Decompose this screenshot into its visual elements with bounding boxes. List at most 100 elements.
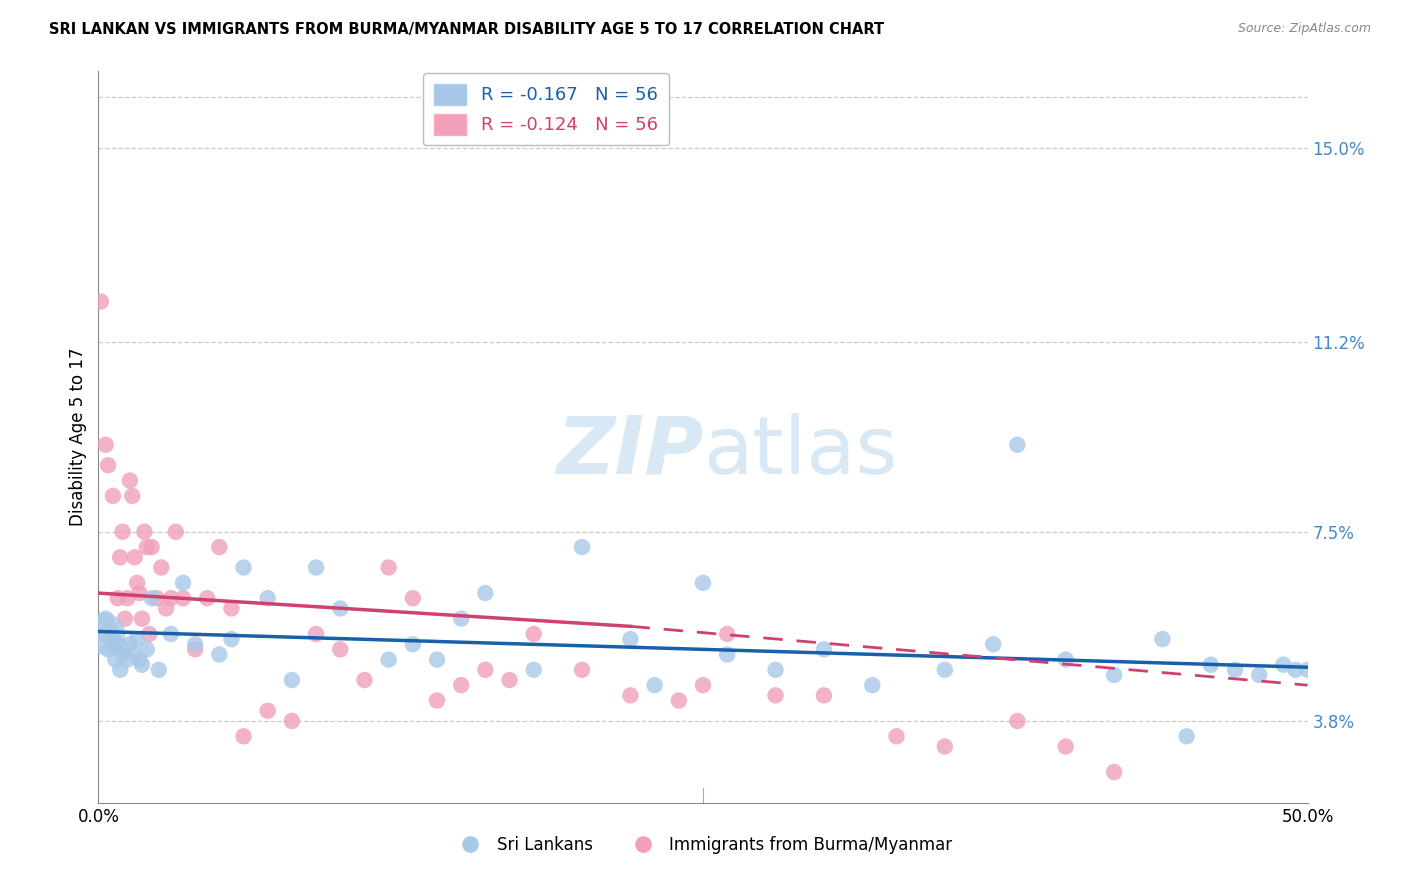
- Point: [107, 637, 129, 651]
- Point: [426, 693, 449, 707]
- Point: [1054, 652, 1077, 666]
- Point: [813, 689, 835, 703]
- Point: [329, 642, 352, 657]
- Point: [329, 601, 352, 615]
- Point: [141, 540, 163, 554]
- Y-axis label: Disability Age 5 to 17: Disability Age 5 to 17: [69, 348, 87, 526]
- Point: [97, 642, 120, 657]
- Point: [208, 540, 231, 554]
- Text: SRI LANKAN VS IMMIGRANTS FROM BURMA/MYANMAR DISABILITY AGE 5 TO 17 CORRELATION C: SRI LANKAN VS IMMIGRANTS FROM BURMA/MYAN…: [49, 22, 884, 37]
- Point: [1054, 739, 1077, 754]
- Point: [981, 637, 1004, 651]
- Point: [165, 524, 187, 539]
- Point: [101, 489, 124, 503]
- Point: [450, 678, 472, 692]
- Point: [813, 642, 835, 657]
- Point: [141, 591, 163, 606]
- Point: [91, 627, 114, 641]
- Point: [117, 652, 139, 666]
- Text: atlas: atlas: [703, 413, 897, 491]
- Point: [118, 637, 141, 651]
- Point: [93, 627, 115, 641]
- Point: [1152, 632, 1174, 647]
- Point: [1223, 663, 1246, 677]
- Point: [474, 663, 496, 677]
- Point: [426, 652, 449, 666]
- Point: [716, 627, 738, 641]
- Point: [195, 591, 218, 606]
- Point: [97, 458, 120, 473]
- Point: [571, 540, 593, 554]
- Point: [1249, 668, 1271, 682]
- Point: [886, 729, 908, 743]
- Point: [104, 652, 127, 666]
- Point: [160, 591, 183, 606]
- Point: [172, 591, 194, 606]
- Point: [1007, 714, 1029, 728]
- Point: [377, 652, 399, 666]
- Point: [353, 673, 375, 687]
- Point: [114, 642, 136, 657]
- Point: [100, 622, 122, 636]
- Point: [523, 627, 546, 641]
- Point: [1007, 438, 1029, 452]
- Point: [107, 591, 129, 606]
- Point: [208, 648, 231, 662]
- Point: [118, 474, 141, 488]
- Point: [668, 693, 690, 707]
- Point: [1296, 663, 1319, 677]
- Point: [644, 678, 666, 692]
- Point: [108, 550, 131, 565]
- Point: [450, 612, 472, 626]
- Point: [108, 663, 131, 677]
- Point: [128, 652, 150, 666]
- Point: [1284, 663, 1306, 677]
- Point: [127, 632, 149, 647]
- Point: [523, 663, 546, 677]
- Point: [256, 591, 278, 606]
- Point: [128, 586, 150, 600]
- Legend: Sri Lankans, Immigrants from Burma/Myanmar: Sri Lankans, Immigrants from Burma/Myanm…: [447, 829, 959, 860]
- Point: [101, 632, 124, 647]
- Point: [281, 673, 304, 687]
- Point: [138, 627, 160, 641]
- Point: [124, 648, 146, 662]
- Point: [692, 678, 714, 692]
- Point: [135, 642, 157, 657]
- Point: [111, 648, 134, 662]
- Point: [104, 637, 127, 651]
- Point: [145, 591, 167, 606]
- Point: [232, 560, 254, 574]
- Point: [114, 612, 136, 626]
- Point: [619, 632, 641, 647]
- Point: [90, 294, 112, 309]
- Point: [765, 689, 787, 703]
- Point: [221, 632, 243, 647]
- Point: [148, 663, 170, 677]
- Point: [172, 575, 194, 590]
- Point: [184, 637, 207, 651]
- Point: [474, 586, 496, 600]
- Point: [131, 657, 153, 672]
- Point: [1102, 668, 1125, 682]
- Point: [281, 714, 304, 728]
- Point: [160, 627, 183, 641]
- Point: [716, 648, 738, 662]
- Point: [135, 540, 157, 554]
- Point: [94, 438, 117, 452]
- Point: [765, 663, 787, 677]
- Point: [232, 729, 254, 743]
- Point: [377, 560, 399, 574]
- Point: [121, 489, 143, 503]
- Point: [692, 575, 714, 590]
- Point: [111, 524, 134, 539]
- Point: [94, 612, 117, 626]
- Point: [498, 673, 520, 687]
- Point: [1175, 729, 1198, 743]
- Point: [1102, 765, 1125, 780]
- Point: [305, 627, 328, 641]
- Point: [402, 637, 425, 651]
- Text: Source: ZipAtlas.com: Source: ZipAtlas.com: [1237, 22, 1371, 36]
- Point: [934, 739, 956, 754]
- Point: [1199, 657, 1222, 672]
